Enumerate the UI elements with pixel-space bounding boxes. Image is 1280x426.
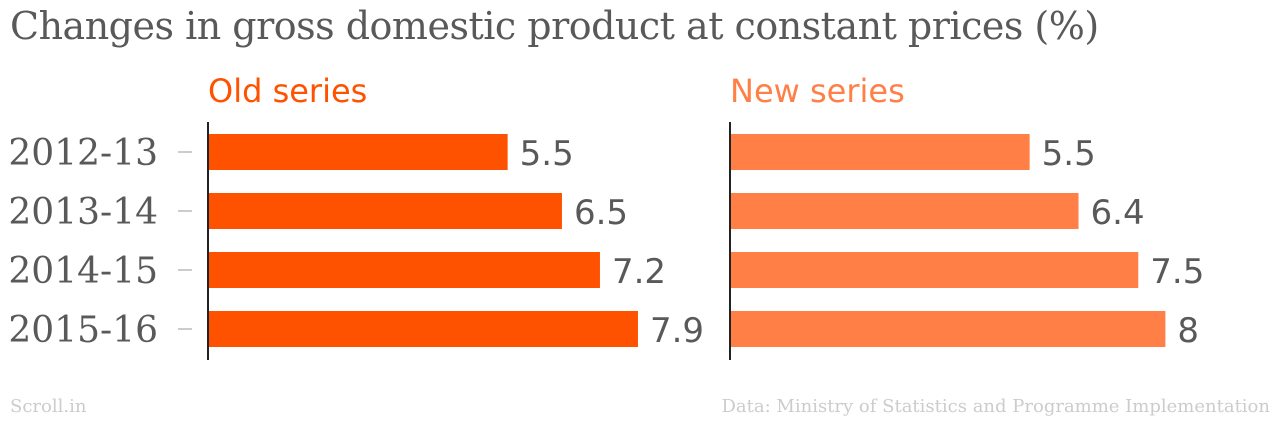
data-label-old-2015-16: 7.9 (650, 311, 704, 351)
bar-old-2012-13 (209, 134, 508, 170)
chart-title: Changes in gross domestic product at con… (10, 4, 1099, 48)
category-label-2014-15: 2014-15 (8, 251, 158, 292)
series-header-new: New series (730, 72, 905, 110)
bar-new-2015-16 (731, 311, 1166, 347)
data-label-new-2015-16: 8 (1177, 311, 1199, 351)
bar-old-2015-16 (209, 311, 638, 347)
bar-new-2012-13 (731, 134, 1030, 170)
category-label-2012-13: 2012-13 (8, 133, 158, 174)
data-label-new-2012-13: 5.5 (1042, 134, 1096, 174)
data-label-old-2014-15: 7.2 (612, 252, 666, 292)
bar-old-2013-14 (209, 193, 562, 229)
data-label-old-2013-14: 6.5 (574, 193, 628, 233)
data-label-new-2013-14: 6.4 (1091, 193, 1145, 233)
category-label-2013-14: 2013-14 (8, 192, 158, 233)
credit-label: Scroll.in (10, 396, 87, 417)
data-label-old-2012-13: 5.5 (520, 134, 574, 174)
bar-new-2013-14 (731, 193, 1079, 229)
source-label: Data: Ministry of Statistics and Program… (721, 396, 1271, 417)
series-header-old: Old series (208, 72, 367, 110)
category-label-2015-16: 2015-16 (8, 310, 158, 351)
bar-new-2014-15 (731, 252, 1139, 288)
bar-old-2014-15 (209, 252, 600, 288)
data-label-new-2014-15: 7.5 (1150, 252, 1204, 292)
